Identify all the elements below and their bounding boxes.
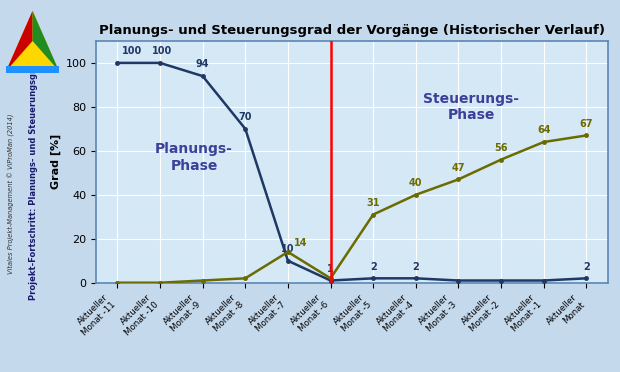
Steuerungsgrad — [327, 276, 334, 280]
Steuerungsgrad — [497, 157, 505, 162]
Steuerungsgrad — [583, 133, 590, 138]
Planungsgrad — [113, 61, 121, 65]
Text: Steuerungs-
Phase: Steuerungs- Phase — [423, 92, 519, 122]
Line: Steuerungsgrad: Steuerungsgrad — [116, 134, 588, 285]
Planungsgrad — [454, 278, 462, 283]
Text: 94: 94 — [196, 60, 210, 70]
Text: Vitales Projekt-Management © ViProMan (2014): Vitales Projekt-Management © ViProMan (2… — [8, 113, 16, 274]
Y-axis label: Grad [%]: Grad [%] — [51, 134, 61, 189]
Steuerungsgrad — [412, 193, 420, 197]
Text: 56: 56 — [494, 143, 508, 153]
Polygon shape — [6, 11, 32, 71]
Text: 47: 47 — [451, 163, 465, 173]
Steuerungsgrad — [156, 280, 164, 285]
Text: 2: 2 — [583, 262, 590, 272]
Polygon shape — [32, 11, 59, 71]
Text: 64: 64 — [537, 125, 551, 135]
Steuerungsgrad — [284, 250, 291, 254]
Steuerungsgrad — [199, 278, 206, 283]
Text: 1: 1 — [327, 264, 334, 274]
Planungsgrad — [540, 278, 547, 283]
Text: 40: 40 — [409, 178, 423, 188]
Planungsgrad — [284, 259, 291, 263]
Text: 67: 67 — [580, 119, 593, 129]
Text: 2: 2 — [370, 262, 376, 272]
Line: Planungsgrad: Planungsgrad — [116, 61, 588, 282]
Text: Projekt-Fortschritt: Planungs- und Steuerungsgrad: Projekt-Fortschritt: Planungs- und Steue… — [29, 57, 38, 300]
Planungsgrad — [242, 126, 249, 131]
Text: 10: 10 — [281, 244, 294, 254]
Text: 2: 2 — [412, 262, 419, 272]
Text: 70: 70 — [239, 112, 252, 122]
Text: Planungs-
Phase: Planungs- Phase — [155, 142, 233, 173]
Planungsgrad — [497, 278, 505, 283]
Planungsgrad — [156, 61, 164, 65]
Text: 31: 31 — [366, 198, 380, 208]
FancyBboxPatch shape — [6, 66, 59, 73]
Steuerungsgrad — [540, 140, 547, 144]
Planungsgrad — [199, 74, 206, 78]
Steuerungsgrad — [113, 280, 121, 285]
Steuerungsgrad — [370, 212, 377, 217]
Text: 100: 100 — [122, 46, 142, 56]
Planungsgrad — [583, 276, 590, 280]
Steuerungsgrad — [454, 177, 462, 182]
Planungsgrad — [370, 276, 377, 280]
Polygon shape — [6, 11, 59, 71]
Steuerungsgrad — [242, 276, 249, 280]
Planungsgrad — [327, 278, 334, 283]
Text: 14: 14 — [294, 238, 308, 247]
Text: 100: 100 — [152, 46, 172, 56]
Title: Planungs- und Steuerungsgrad der Vorgänge (Historischer Verlauf): Planungs- und Steuerungsgrad der Vorgäng… — [99, 24, 605, 37]
Planungsgrad — [412, 276, 420, 280]
